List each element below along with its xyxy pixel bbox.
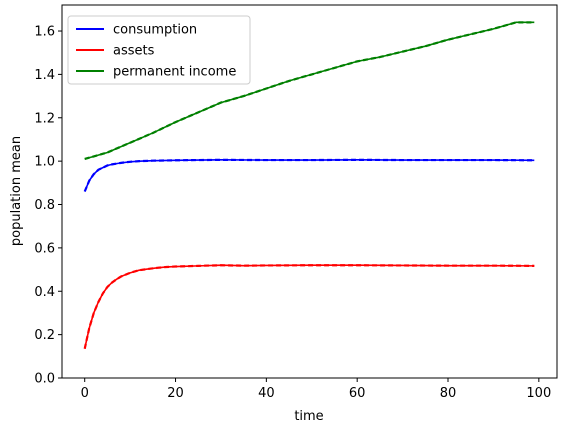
x-tick-label: 100 [526,386,551,401]
legend-label: consumption [113,23,197,38]
plot-frame [61,4,558,379]
series-layer [83,21,535,349]
y-tick-label: 1.6 [34,25,55,40]
legend-label: assets [113,44,155,59]
y-tick-label: 0.2 [34,328,55,343]
y-tick-label: 0.4 [34,285,55,300]
x-axis-label: time [294,409,323,424]
legend-label: permanent income [113,65,236,80]
y-axis-label: population mean [9,136,24,246]
y-tick-label: 1.0 [34,155,55,170]
x-tick-label: 0 [81,386,89,401]
y-tick-label: 0.8 [34,198,55,213]
legend-box [67,15,251,85]
x-tick-label: 60 [349,386,366,401]
x-axis-ticks: 0 20 40 60 80 100 [81,378,551,401]
series-dashed-line-2 [84,21,535,161]
legend: consumption assets permanent income [67,15,251,85]
series-dashed-line-0 [83,158,535,192]
y-tick-label: 0.6 [34,241,55,256]
x-tick-label: 20 [167,386,184,401]
y-axis-ticks: 0.0 0.2 0.4 0.6 0.8 1.0 1.2 1.4 1.6 [34,25,62,387]
x-tick-label: 40 [258,386,275,401]
y-tick-label: 1.2 [34,111,55,126]
y-tick-label: 1.4 [34,68,55,83]
y-tick-label: 0.0 [34,372,55,387]
x-tick-label: 80 [440,386,457,401]
series-dashed-line-1 [83,264,535,349]
